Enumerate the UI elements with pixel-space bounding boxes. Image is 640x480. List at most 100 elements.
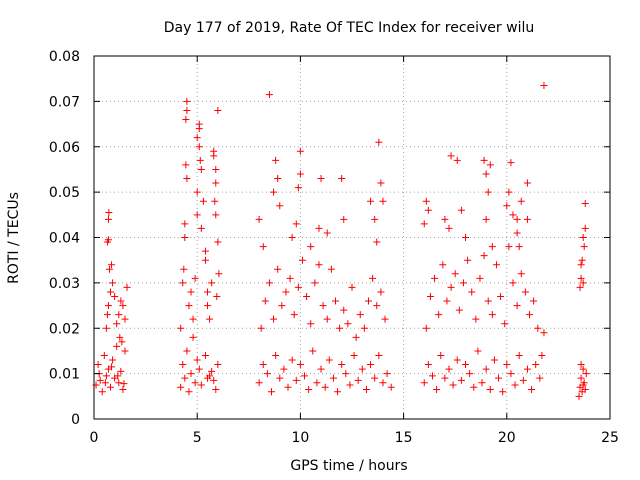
data-point	[210, 152, 218, 160]
data-point	[263, 370, 271, 378]
data-point	[480, 252, 488, 260]
data-point	[578, 256, 586, 264]
data-point	[476, 274, 484, 282]
data-point	[114, 372, 122, 380]
data-point	[319, 302, 327, 310]
data-point	[383, 370, 391, 378]
data-point	[96, 376, 104, 384]
data-point	[499, 388, 507, 396]
data-point	[210, 376, 218, 384]
data-point	[195, 365, 203, 373]
data-point	[455, 306, 463, 314]
data-point	[311, 279, 319, 287]
data-point	[451, 270, 459, 278]
y-axis-label: ROTI / TECUs	[6, 192, 22, 284]
data-point	[530, 297, 538, 305]
data-point	[323, 315, 331, 323]
data-point	[367, 361, 375, 369]
data-point	[422, 197, 430, 205]
data-point	[182, 116, 190, 124]
y-tick-label: 0	[71, 412, 80, 428]
data-point	[185, 302, 193, 310]
data-point	[187, 370, 195, 378]
data-point	[102, 372, 110, 380]
data-point	[177, 324, 185, 332]
data-point	[420, 379, 428, 387]
data-point	[104, 236, 112, 244]
data-point	[181, 234, 189, 241]
data-point	[579, 234, 587, 241]
data-point	[464, 256, 472, 264]
data-point	[505, 188, 513, 196]
data-point	[338, 361, 346, 369]
data-point	[360, 324, 368, 332]
data-point	[495, 374, 503, 382]
data-point	[517, 270, 525, 278]
x-tick-label: 15	[395, 430, 413, 446]
y-tick-label: 0.05	[49, 185, 80, 201]
data-point	[344, 320, 352, 328]
data-point	[342, 370, 350, 378]
data-point	[474, 347, 482, 355]
data-point	[101, 379, 109, 387]
data-point	[121, 315, 129, 323]
data-point	[118, 338, 126, 346]
data-point	[104, 302, 112, 310]
data-point	[505, 243, 513, 251]
data-point	[356, 311, 364, 319]
data-point	[197, 381, 205, 389]
x-tick-label: 5	[193, 430, 202, 446]
data-point	[457, 206, 465, 214]
data-point	[265, 91, 273, 99]
data-point	[532, 361, 540, 369]
data-point	[109, 279, 117, 287]
data-point	[215, 270, 223, 278]
data-point	[449, 381, 457, 389]
data-point	[453, 356, 461, 364]
data-point	[478, 379, 486, 387]
data-point	[105, 265, 113, 273]
data-point	[443, 297, 451, 305]
data-point	[340, 306, 348, 314]
data-point	[447, 152, 455, 160]
data-point	[327, 265, 335, 273]
data-point	[189, 333, 197, 341]
data-point	[195, 125, 203, 133]
data-point	[103, 311, 111, 319]
data-point	[426, 292, 434, 300]
data-point	[509, 211, 517, 219]
data-point	[292, 220, 300, 228]
data-point	[206, 315, 214, 323]
data-point	[534, 324, 542, 332]
data-point	[367, 197, 375, 205]
data-point	[369, 274, 377, 282]
data-point	[325, 356, 333, 364]
data-point	[377, 179, 385, 187]
data-point	[117, 367, 125, 375]
data-point	[109, 356, 117, 364]
data-point	[183, 175, 191, 183]
data-point	[117, 297, 125, 305]
data-point	[212, 179, 220, 187]
data-point	[346, 381, 354, 389]
data-point	[268, 388, 276, 396]
data-point	[191, 379, 199, 387]
data-point	[197, 224, 205, 232]
data-point	[113, 342, 121, 350]
data-point	[439, 261, 447, 269]
data-point	[183, 97, 191, 105]
data-point	[104, 215, 112, 223]
data-point	[581, 224, 589, 232]
data-point	[276, 374, 284, 382]
data-point	[261, 297, 269, 305]
data-point	[212, 165, 220, 173]
data-point	[379, 379, 387, 387]
data-point	[204, 302, 212, 310]
data-point	[511, 381, 519, 389]
data-point	[379, 197, 387, 205]
data-point	[466, 370, 474, 378]
data-point	[284, 383, 292, 391]
data-point	[105, 209, 113, 217]
data-point	[296, 361, 304, 369]
